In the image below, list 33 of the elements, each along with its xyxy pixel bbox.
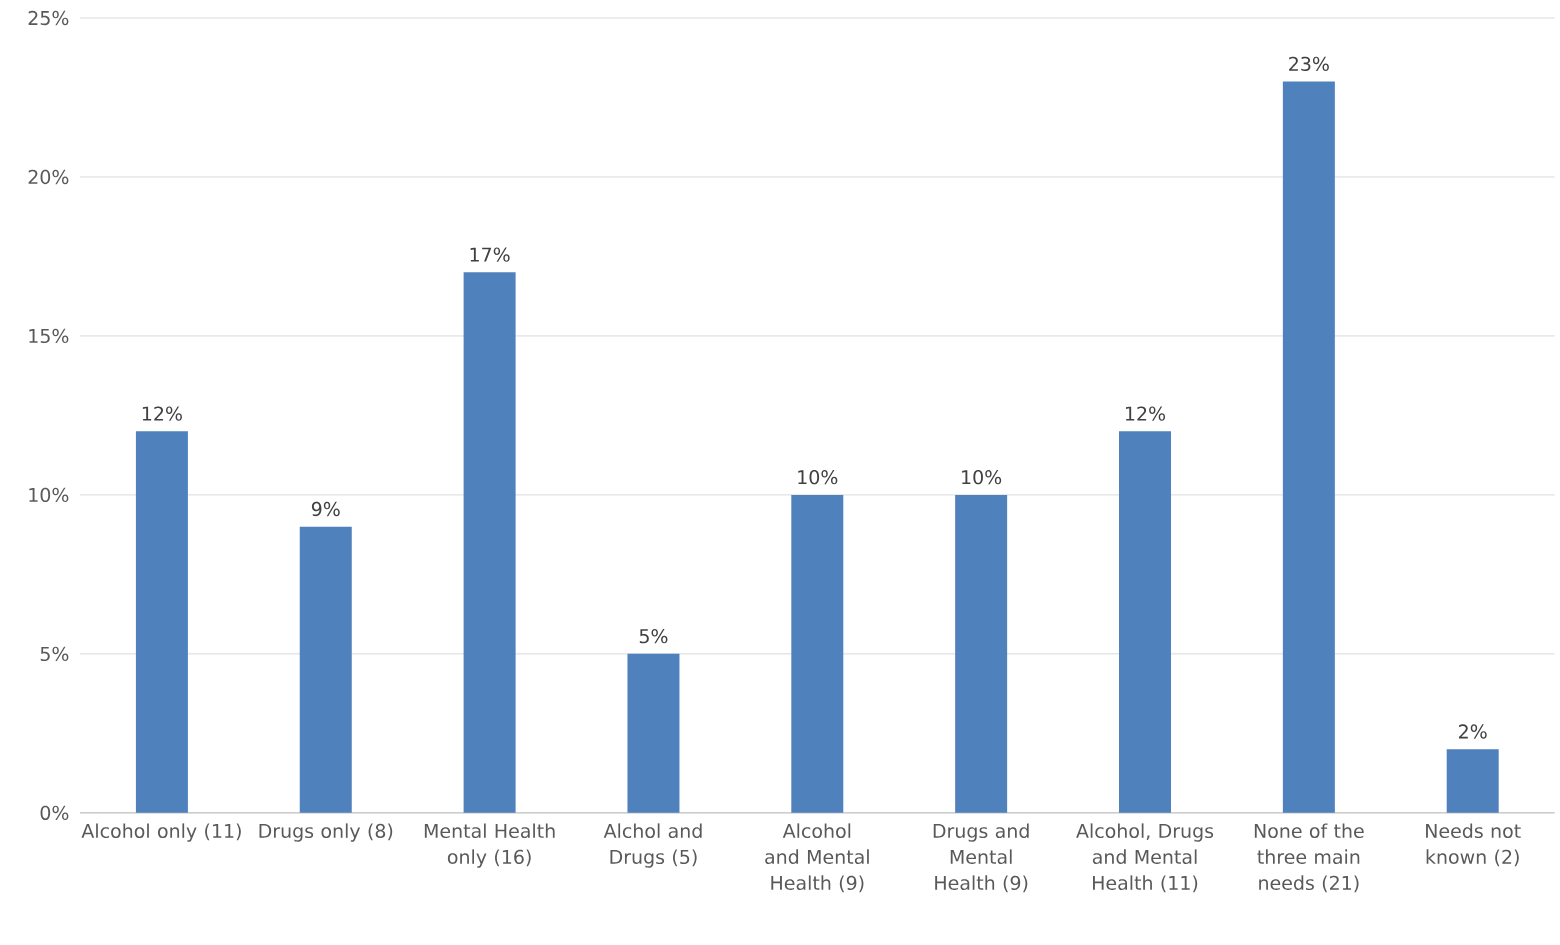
data-label: 12%: [142, 406, 182, 421]
y-tick-label: 0%: [40, 805, 69, 821]
x-tick-label: Alcohol, Drugs and Mental Health (11): [1076, 823, 1214, 893]
data-label: 10%: [962, 470, 1002, 485]
data-label: 17%: [470, 247, 510, 262]
y-tick-label: 5%: [40, 646, 69, 662]
x-tick-label: Drugs and Mental Health (9): [933, 823, 1029, 893]
x-tick-label: Alcohol only (11): [81, 823, 241, 842]
y-tick-label: 10%: [29, 487, 69, 503]
x-tick-label: Alcohol and Mental Health (9): [765, 823, 869, 893]
x-tick-label: Drugs only (8): [259, 823, 393, 842]
data-label: 5%: [639, 629, 668, 644]
data-label: 9%: [311, 501, 340, 517]
y-tick-label: 25%: [28, 10, 69, 26]
bar: [955, 494, 1008, 813]
bar: [1446, 749, 1499, 813]
y-tick-label: 15%: [29, 328, 69, 344]
y-tick-label: 20%: [28, 169, 69, 185]
data-label: 10%: [798, 470, 838, 485]
bar: [463, 272, 516, 813]
bar: [1282, 81, 1335, 813]
bar: [627, 653, 680, 813]
x-tick-label: Mental Health only (16): [424, 823, 555, 868]
data-label: 23%: [1289, 56, 1329, 72]
bar: [299, 526, 352, 813]
bar: [135, 431, 188, 813]
x-tick-label: Alchol and Drugs (5): [603, 823, 702, 868]
bar: [1119, 431, 1171, 813]
bar: [791, 494, 844, 813]
x-tick-label: Needs not known (2): [1426, 823, 1521, 867]
x-tick-label: None of the three main needs (21): [1254, 823, 1364, 893]
data-label: 12%: [1125, 406, 1166, 421]
data-label: 2%: [1459, 724, 1487, 739]
